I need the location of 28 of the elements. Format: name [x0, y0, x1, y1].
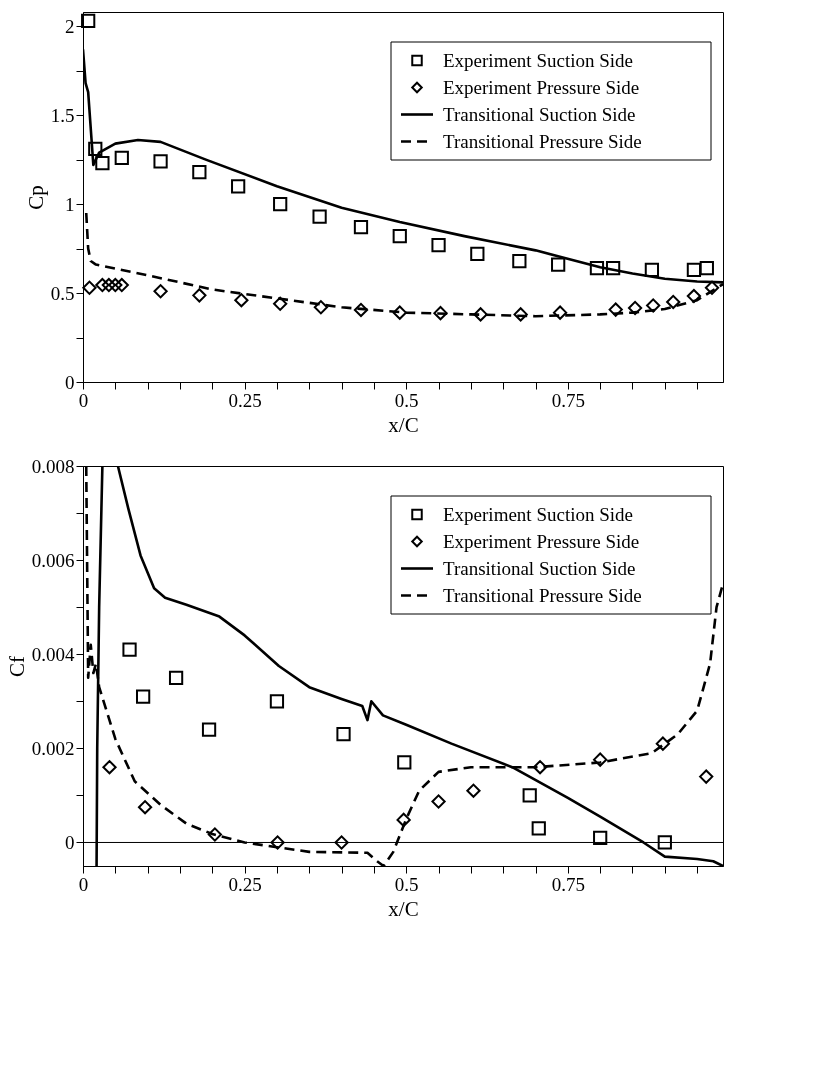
x-axis-title: x/C — [388, 412, 419, 437]
legend-label: Experiment Suction Side — [443, 503, 633, 525]
y-axis-title: Cf — [4, 655, 29, 677]
x-tick-label: 0.75 — [551, 873, 585, 895]
x-tick-label: 0.25 — [228, 873, 262, 895]
legend-label: Transitional Suction Side — [443, 557, 636, 579]
y-tick-label: 1.5 — [50, 104, 75, 126]
y-tick-label: 0.008 — [31, 455, 75, 477]
legend-label: Transitional Suction Side — [443, 103, 636, 125]
y-tick-label: 0 — [65, 371, 75, 393]
y-tick-label: 2 — [65, 15, 75, 37]
x-tick-label: 0.25 — [228, 389, 262, 411]
y-tick-label: 0.004 — [31, 643, 75, 665]
x-tick-label: 0.75 — [551, 389, 585, 411]
legend-label: Transitional Pressure Side — [443, 130, 642, 152]
y-tick-label: 1 — [65, 193, 75, 215]
legend-label: Transitional Pressure Side — [443, 584, 642, 606]
y-tick-label: 0.002 — [31, 737, 75, 759]
x-tick-label: 0.5 — [394, 873, 419, 895]
x-axis-title: x/C — [388, 896, 419, 921]
y-axis-title: Cp — [23, 185, 48, 210]
y-tick-label: 0.006 — [31, 549, 75, 571]
legend-label: Experiment Pressure Side — [443, 530, 640, 552]
legend-label: Experiment Suction Side — [443, 49, 633, 71]
y-tick-label: 0 — [65, 831, 75, 853]
x-tick-label: 0.5 — [394, 389, 419, 411]
y-tick-label: 0.5 — [50, 282, 75, 304]
legend-label: Experiment Pressure Side — [443, 76, 640, 98]
